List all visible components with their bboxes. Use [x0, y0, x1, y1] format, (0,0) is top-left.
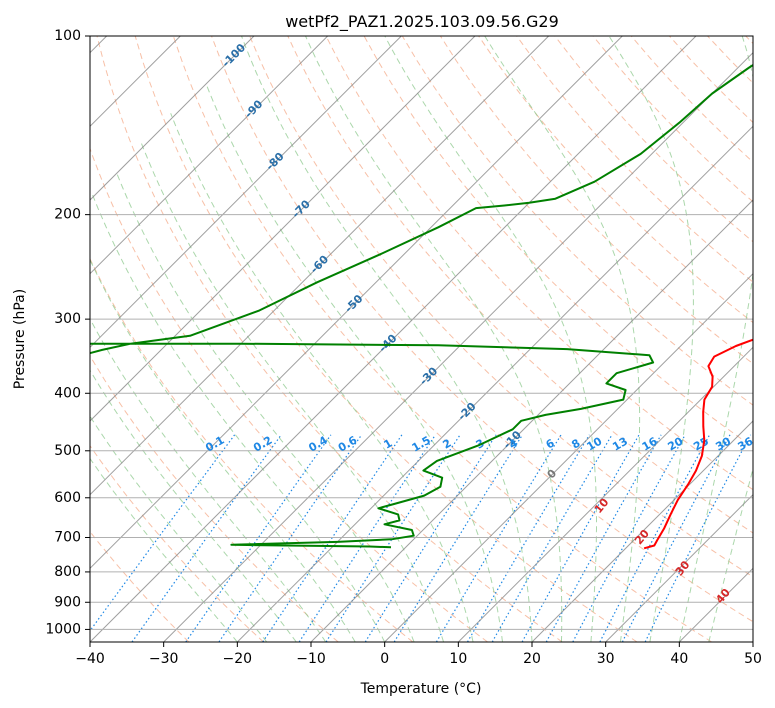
- mixing-ratio-label: 36: [736, 434, 756, 453]
- mixing-ratio-line: [621, 434, 731, 642]
- isotherm-line: [457, 346, 753, 642]
- x-tick-label: 40: [670, 651, 688, 667]
- dry-adiabat-line: [249, 36, 753, 578]
- mixing-ratio-line: [435, 434, 562, 642]
- isotherm-line: [90, 36, 402, 349]
- axes: −40 −30 −20 −10 0 10 20 30 40 50 100 200 300 400 500 60…: [45, 28, 762, 667]
- mixing-ratio-line: [218, 434, 363, 642]
- isotherm-line: [605, 493, 753, 642]
- y-tick-label: 300: [54, 311, 81, 327]
- moist-adiabat-line: [90, 415, 268, 642]
- moist-adiabat-line: [708, 466, 753, 642]
- y-tick-label: 600: [54, 490, 81, 506]
- x-tick-label: 20: [523, 651, 541, 667]
- isotherm-line: [384, 272, 753, 642]
- moist-adiabat-line: [90, 317, 327, 642]
- x-tick-label: −10: [296, 651, 326, 667]
- temperature-line: [643, 338, 753, 550]
- dry-adiabat-line: [90, 257, 414, 642]
- moist-adiabat-line: [484, 36, 641, 642]
- dewpoint-line: [90, 63, 753, 549]
- moist-adiabat-line: [90, 369, 297, 642]
- y-tick-label: 800: [54, 564, 81, 580]
- y-axis-title: Pressure (hPa): [12, 289, 28, 389]
- dry-adiabat-line: [211, 36, 753, 623]
- mixing-ratio-line: [364, 434, 497, 642]
- dry-adiabat-line: [134, 36, 638, 642]
- moist-adiabat-line: [116, 172, 415, 642]
- moist-adiabat-line: [384, 36, 597, 642]
- x-tick-label: 30: [597, 651, 615, 667]
- mixing-ratio-line: [466, 434, 590, 642]
- dry-adiabat-line: [96, 36, 563, 642]
- isotherm-line: [90, 36, 697, 642]
- moist-adiabat-line: [241, 36, 533, 642]
- mixing-ratio-line: [325, 434, 461, 642]
- y-tick-label: 700: [54, 530, 81, 546]
- y-tick-label: 400: [54, 385, 81, 401]
- moist-adiabat-line: [170, 113, 474, 642]
- x-axis-title: Temperature (°C): [360, 681, 482, 697]
- x-tick-label: −20: [223, 651, 253, 667]
- y-tick-label: 1000: [45, 621, 81, 637]
- mixing-ratio-line: [90, 434, 236, 632]
- x-tick-label: −40: [75, 651, 105, 667]
- moist-adiabat-line: [90, 258, 356, 642]
- y-tick-label: 200: [54, 207, 81, 223]
- moist-adiabat-line: [608, 36, 694, 642]
- x-tick-label: 10: [449, 651, 467, 667]
- moist-adiabat-line: [205, 82, 503, 642]
- mixing-ratio-line: [545, 434, 662, 642]
- dry-adiabat-line: [90, 444, 264, 642]
- isotherm-line: [163, 51, 753, 642]
- dry-adiabat-line: [516, 36, 753, 283]
- y-tick-label: 100: [54, 28, 81, 44]
- pressure-grid: [90, 36, 753, 630]
- dry-adiabat-line: [172, 36, 712, 642]
- isotherm-line: [90, 36, 329, 275]
- plot-frame: [89, 35, 754, 643]
- isotherm-line: [90, 36, 623, 570]
- isotherm-line: [90, 36, 550, 496]
- isotherm-line: [310, 199, 753, 642]
- x-tick-label: 50: [744, 651, 762, 667]
- sounding-series: [90, 63, 753, 550]
- dry-adiabat-line: [90, 354, 339, 642]
- moist-adiabat-line: [90, 457, 238, 642]
- chart-title: wetPf2_PAZ1.2025.103.09.56.G29: [285, 12, 559, 32]
- moist-adiabat-line: [678, 36, 753, 642]
- moist-adiabat-line: [91, 194, 386, 642]
- mixing-ratio-line: [185, 434, 332, 642]
- mixing-ratio-line: [521, 434, 640, 642]
- mixing-ratio-line: [491, 434, 613, 642]
- moist-adiabat-line: [305, 36, 563, 642]
- isotherm-line: [531, 420, 753, 642]
- mixing-ratio-line: [572, 434, 686, 642]
- isotherm-line: [90, 36, 255, 201]
- x-tick-label: −30: [149, 651, 179, 667]
- x-tick-label: 0: [380, 651, 389, 667]
- y-tick-label: 900: [54, 594, 81, 610]
- mixing-ratio-line: [644, 434, 752, 642]
- y-tick-label: 500: [54, 443, 81, 459]
